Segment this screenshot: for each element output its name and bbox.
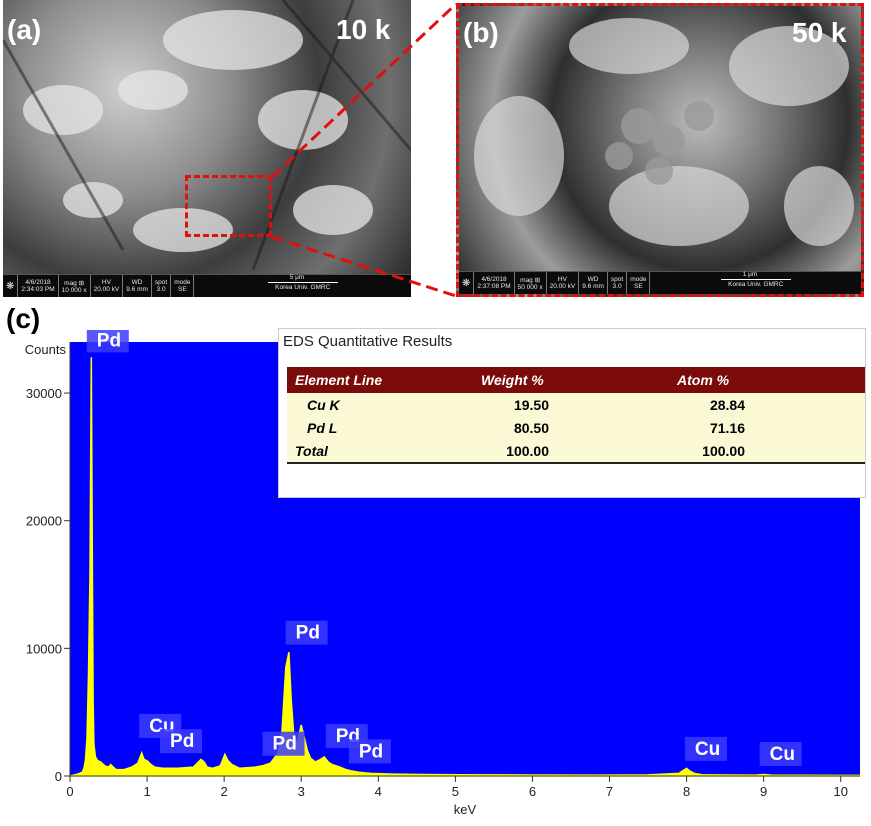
sem-image-b: (b) 50 k ❋ 4/6/2018 2:37:08 PM mag ⊞ 50 00…	[456, 3, 864, 297]
y-axis-label: Counts	[25, 342, 67, 357]
cell-atom: 100.00	[669, 439, 865, 464]
mag-label: mag ⊞	[520, 276, 541, 284]
sem-info-bar-b: ❋ 4/6/2018 2:37:08 PM mag ⊞ 50 000 x HV 20.…	[459, 271, 861, 294]
date: 4/6/2018	[25, 279, 51, 286]
x-tick-label: 8	[683, 784, 690, 799]
header-element-line: Element Line	[287, 367, 473, 393]
mag-label: mag ⊞	[64, 279, 85, 287]
x-tick-label: 9	[760, 784, 767, 799]
zoom-callout-lines	[270, 2, 458, 298]
cell-atom: 28.84	[669, 393, 865, 416]
y-tick-label: 30000	[26, 386, 62, 401]
x-tick-label: 2	[221, 784, 228, 799]
peak-label-bg	[285, 620, 328, 645]
peak-label: Pd	[273, 734, 297, 755]
peak-label: Pd	[296, 623, 320, 644]
time: 2:34:03 PM	[21, 286, 55, 293]
peak-label-bg	[348, 739, 391, 764]
scale-text: 5 μm	[289, 273, 305, 281]
org-text: Korea Univ. GMRC	[275, 283, 331, 291]
x-tick-label: 10	[833, 784, 847, 799]
peak-label: Cu	[770, 744, 795, 765]
callout-box	[185, 175, 272, 237]
peak-label: Pd	[359, 741, 383, 762]
wd-value: 9.6 mm	[582, 283, 604, 290]
wd-label: WD	[131, 279, 143, 286]
cell-atom: 71.16	[669, 416, 865, 439]
x-tick-label: 7	[606, 784, 613, 799]
panel-b-magnification: 50 k	[792, 17, 847, 48]
y-tick-label: 0	[55, 769, 62, 784]
hv-label: HV	[101, 279, 111, 286]
cell-element: Total	[287, 439, 473, 464]
y-tick-label: 10000	[26, 641, 62, 656]
x-tick-label: 0	[66, 784, 73, 799]
peak-label-bg	[759, 741, 802, 766]
hv-label: HV	[557, 276, 567, 283]
time: 2:37:08 PM	[477, 283, 511, 290]
wd-label: WD	[587, 276, 599, 283]
cell-weight: 19.50	[473, 393, 669, 416]
panel-b-label: (b)	[463, 17, 499, 48]
scale-bar: 5 μm Korea Univ. GMRC	[194, 273, 411, 297]
spot-value: 3.0	[612, 283, 622, 290]
mode-label: mode	[630, 276, 647, 283]
date: 4/6/2018	[481, 276, 507, 283]
sem-texture-b	[474, 18, 854, 246]
cell-weight: 100.00	[473, 439, 669, 464]
panel-a-label: (a)	[7, 14, 42, 45]
panel-c-label: (c)	[6, 303, 41, 334]
table-row: Cu K 19.50 28.84	[287, 393, 865, 416]
peak-label-bg	[684, 736, 727, 761]
cell-element: Cu K	[287, 393, 473, 416]
spot-label: spot	[154, 279, 168, 286]
sem-info-bar-a: ❋ 4/6/2018 2:34:03 PM mag ⊞ 10 000 x HV 20.…	[3, 274, 411, 297]
eds-table-title: EDS Quantitative Results	[283, 333, 453, 350]
table-row-total: Total 100.00 100.00	[287, 439, 865, 464]
mag-value: 50 000 x	[517, 283, 543, 291]
mag-value: 10 000 x	[61, 286, 87, 294]
x-tick-label: 6	[529, 784, 536, 799]
peak-label: Cu	[695, 739, 720, 760]
peak-label-bg	[160, 729, 203, 754]
eds-results-box: EDS Quantitative Results Element Line We…	[278, 328, 866, 498]
x-axis-label: keV	[454, 802, 477, 817]
mode-value: SE	[634, 283, 643, 290]
header-weight: Weight %	[473, 367, 669, 393]
fei-logo-icon: ❋	[459, 272, 475, 294]
org-text: Korea Univ. GMRC	[728, 280, 784, 288]
x-tick-label: 1	[143, 784, 150, 799]
y-tick-label: 20000	[26, 514, 62, 529]
spectrum-series	[69, 357, 861, 777]
peak-label-bg	[86, 330, 129, 353]
cell-element: Pd L	[287, 416, 473, 439]
hv-value: 20.00 kV	[93, 286, 120, 293]
hv-value: 20.00 kV	[549, 283, 576, 290]
fei-logo-icon: ❋	[3, 275, 19, 297]
mode-label: mode	[174, 279, 191, 286]
spot-value: 3.0	[156, 286, 166, 293]
peak-label: Pd	[97, 330, 121, 351]
wd-value: 9.6 mm	[126, 286, 148, 293]
peak-label-bg	[262, 731, 305, 756]
panel-a-magnification: 10 k	[336, 14, 391, 45]
x-tick-label: 5	[452, 784, 459, 799]
scale-bar: 1 μm Korea Univ. GMRC	[650, 270, 861, 294]
x-tick-label: 3	[298, 784, 305, 799]
eds-results-table: Element Line Weight % Atom % Cu K 19.50 …	[287, 367, 865, 464]
mode-value: SE	[178, 286, 187, 293]
table-row: Pd L 80.50 71.16	[287, 416, 865, 439]
scale-text: 1 μm	[742, 270, 758, 278]
peak-label: Pd	[170, 731, 194, 752]
cell-weight: 80.50	[473, 416, 669, 439]
sem-image-a: (a) 10 k ❋ 4/6/2018 2:34:03 PM mag ⊞ 10 00…	[3, 0, 411, 297]
spot-label: spot	[610, 276, 624, 283]
x-tick-label: 4	[375, 784, 382, 799]
header-atom: Atom %	[669, 367, 865, 393]
